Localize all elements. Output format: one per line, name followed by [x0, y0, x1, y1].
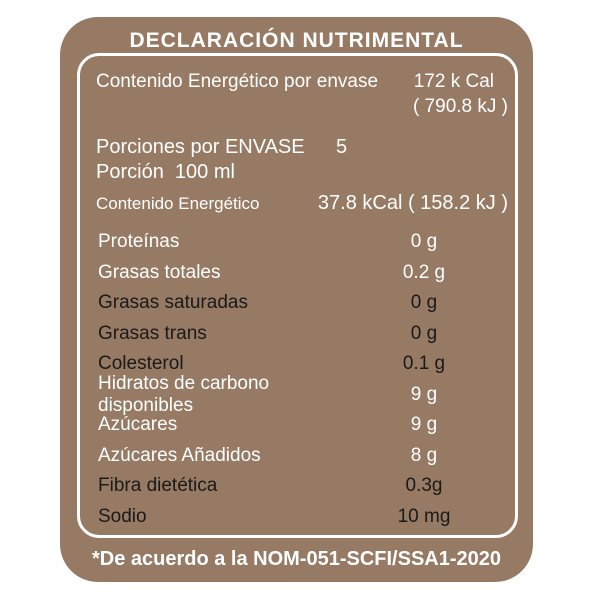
energy-per-portion-value: 37.8 kCal ( 158.2 kJ ) [317, 192, 508, 214]
nutrient-label: Azúcares [98, 414, 178, 436]
nutrient-label: Hidratos de carbono disponibles [98, 372, 270, 416]
nutrient-value: 8 g [410, 444, 438, 466]
nutrient-label: Grasas totales [98, 261, 221, 283]
nutrient-row: Sodio 10 mg [96, 502, 508, 533]
servings-value: 5 [336, 136, 348, 158]
nutrient-list: Proteínas 0 g Grasas totales 0.2 g Grasas sa… [96, 227, 508, 532]
nutrient-row: Grasas totales 0.2 g [96, 258, 508, 289]
nutrient-value: 0 g [410, 292, 438, 314]
nutrient-row: Hidratos de carbono disponibles 9 g [96, 373, 508, 416]
nutrient-value: 9 g [410, 414, 438, 436]
nutrient-label: Sodio [98, 505, 147, 527]
nutrient-label: Azúcares Añadidos [98, 444, 261, 466]
nutrient-label: Grasas saturadas [98, 292, 248, 314]
servings-row: Porciones por ENVASE 5 [96, 135, 508, 159]
nutrient-value: 0 g [410, 231, 438, 253]
nutrient-row: Proteínas 0 g [96, 227, 508, 258]
portion-size: Porción 100 ml [96, 161, 235, 183]
nutrient-value: 0.1 g [402, 353, 446, 375]
servings-label: Porciones por ENVASE [96, 136, 305, 158]
nutrient-label: Fibra dietética [98, 475, 218, 497]
nutrient-row: Grasas saturadas 0 g [96, 288, 508, 319]
nutrient-value: 9 g [410, 383, 438, 405]
nutrient-value: 0.3g [405, 475, 443, 497]
norm-reference-note: *De acuerdo a la NOM-051-SCFI/SSA1-2020 [91, 548, 502, 570]
nutrient-row: Azúcares 9 g [96, 410, 508, 441]
nutrient-label: Proteínas [98, 231, 180, 253]
nutrient-label: Colesterol [98, 353, 184, 375]
nutrient-row: Azúcares Añadidos 8 g [96, 441, 508, 472]
nutrient-label: Grasas trans [98, 322, 207, 344]
energy-per-container-kj: ( 790.8 kJ ) [412, 96, 508, 117]
nutrient-row: Colesterol 0.1 g [96, 349, 508, 380]
energy-per-container-label: Contenido Energético por envase [96, 71, 379, 92]
nutrient-row: Grasas trans 0 g [96, 319, 508, 350]
energy-per-container-kcal: 172 k Cal [413, 71, 494, 92]
energy-per-container-row: Contenido Energético por envase 172 k Ca… [96, 69, 508, 94]
energy-per-portion-label: Contenido Energético [96, 194, 260, 213]
nutrient-value: 0.2 g [402, 261, 446, 283]
nutrient-value: 10 mg [397, 505, 451, 527]
nutrient-row: Fibra dietética 0.3g [96, 471, 508, 502]
nutrient-value: 0 g [410, 322, 438, 344]
nutrition-panel: Contenido Energético por envase 172 k Ca… [77, 53, 518, 538]
nutrition-label-card: DECLARACIÓN NUTRIMENTAL Contenido Energé… [60, 17, 533, 582]
energy-per-portion-row: Contenido Energético 37.8 kCal ( 158.2 k… [96, 192, 508, 215]
label-title: DECLARACIÓN NUTRIMENTAL [129, 29, 464, 52]
